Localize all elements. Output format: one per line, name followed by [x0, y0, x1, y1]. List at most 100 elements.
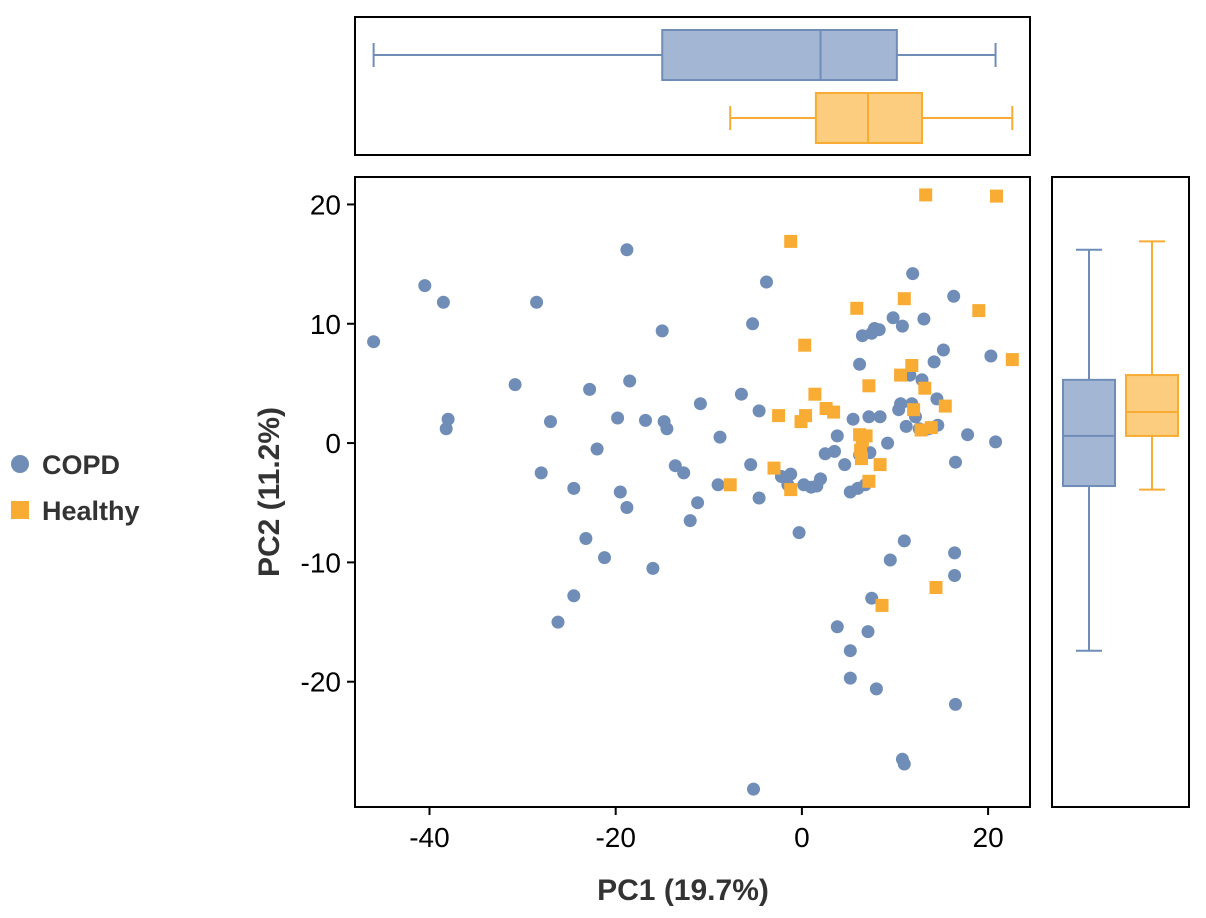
healthy-point [990, 189, 1003, 203]
copd-point [862, 410, 876, 424]
healthy-point [808, 387, 822, 401]
healthy-point [914, 423, 928, 437]
copd-point [861, 625, 875, 639]
healthy-point [873, 458, 887, 472]
y-tick-label: 0 [325, 428, 341, 459]
healthy-point [827, 405, 841, 419]
copd-point [746, 317, 760, 331]
x-tick-label: -20 [595, 822, 635, 853]
legend-copd-label: COPD [42, 450, 120, 480]
copd-point [989, 435, 1003, 449]
copd-point [713, 430, 727, 444]
x-tick-label: 0 [794, 822, 810, 853]
healthy-point [938, 399, 952, 413]
healthy-point [855, 452, 868, 466]
copd-point [611, 411, 625, 425]
copd-point [620, 501, 634, 514]
copd-point [843, 671, 857, 685]
healthy-point [897, 292, 911, 306]
copd-point [883, 553, 897, 567]
legend-healthy-marker [11, 501, 29, 519]
copd-point [886, 311, 900, 325]
scatter-points [367, 188, 1019, 796]
copd-point [873, 410, 887, 424]
x-axis-ticks: -40 -20 0 20 [409, 807, 1004, 853]
copd-point [792, 526, 806, 540]
copd-point [894, 397, 908, 411]
healthy-point [784, 483, 798, 497]
scatter-panel: -40 -20 0 20 -20 -10 0 10 20 PC1 (19.7%) PC2 (1… [253, 176, 1031, 907]
copd-point [613, 485, 627, 499]
copd-point [830, 429, 844, 443]
top-boxplot-boxes [372, 29, 1014, 144]
healthy-point [772, 409, 786, 423]
legend-copd-marker [11, 455, 29, 473]
copd-point [828, 444, 841, 458]
healthy-point [924, 421, 938, 435]
copd-point [869, 682, 883, 696]
healthy-point [767, 461, 781, 475]
copd-point [579, 532, 593, 545]
healthy-point [929, 581, 943, 594]
copd-point [646, 561, 660, 575]
legend: COPD Healthy [11, 450, 140, 526]
copd-point [734, 387, 748, 401]
right-boxplot-boxes [1062, 240, 1179, 652]
copd-point [623, 374, 637, 388]
copd-point [814, 472, 827, 486]
copd-point [948, 546, 962, 560]
copd-point [906, 267, 920, 281]
copd-point [830, 620, 844, 634]
copd-point [895, 319, 909, 333]
x-tick-label: -40 [409, 822, 449, 853]
healthy-point [862, 379, 876, 393]
copd-point [838, 458, 852, 472]
copd-point [961, 428, 975, 442]
y-tick-label: 10 [310, 309, 341, 340]
copd-point [655, 324, 669, 338]
healthy-point [855, 434, 869, 448]
legend-healthy-label: Healthy [42, 496, 140, 526]
x-axis-title: PC1 (19.7%) [597, 874, 769, 907]
copd-point [949, 697, 962, 711]
copd-point [936, 343, 950, 357]
copd-point [744, 458, 758, 472]
copd-point [917, 312, 931, 326]
top-boxplot-panel [354, 16, 1031, 156]
healthy-point [798, 338, 812, 352]
healthy-point [875, 598, 889, 612]
copd-point [436, 295, 450, 309]
copd-point [439, 422, 453, 436]
x-tick-label: 20 [973, 822, 1004, 853]
copd-point [872, 323, 886, 337]
y-tick-label: -10 [301, 547, 341, 578]
copd-point [620, 243, 634, 257]
healthy-point [784, 234, 798, 248]
copd-point [853, 357, 867, 371]
y-axis-title: PC2 (11.2%) [253, 407, 286, 577]
copd-point [544, 415, 557, 429]
copd-point [508, 378, 522, 392]
copd-point [897, 534, 911, 548]
copd-point [897, 757, 911, 771]
right-boxplot-frame [1051, 176, 1190, 808]
copd-point [367, 335, 381, 349]
healthy-point [907, 403, 921, 417]
healthy-point [905, 359, 919, 372]
copd-point [865, 591, 879, 605]
copd-point [691, 496, 705, 510]
healthy-point [794, 415, 808, 429]
copd-point [639, 413, 652, 427]
copd-point [660, 422, 674, 436]
copd-point [418, 279, 432, 293]
copd-point [899, 419, 913, 433]
top-copd-box [661, 29, 898, 81]
copd-point [598, 551, 611, 565]
y-tick-label: 20 [310, 189, 341, 220]
copd-point [752, 404, 766, 418]
copd-point [984, 349, 998, 363]
copd-point [843, 644, 857, 658]
copd-point [583, 382, 597, 396]
copd-point [530, 295, 544, 309]
healthy-point [919, 188, 933, 202]
